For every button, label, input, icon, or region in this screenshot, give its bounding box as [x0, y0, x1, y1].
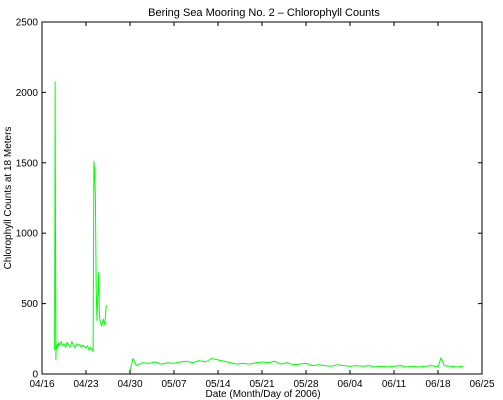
- y-tick-label: 0: [32, 370, 38, 381]
- y-axis: 0 500 1000 1500 2000 2500: [16, 18, 482, 381]
- x-tick-label: 06/11: [382, 379, 407, 390]
- x-tick-label: 04/16: [29, 379, 54, 390]
- y-tick-label: 2000: [16, 88, 39, 99]
- y-tick-label: 2500: [16, 18, 39, 29]
- y-tick-label: 500: [21, 299, 38, 310]
- x-tick-label: 04/23: [73, 379, 98, 390]
- chart-title: Bering Sea Mooring No. 2 – Chlorophyll C…: [148, 7, 380, 19]
- x-axis-label: Date (Month/Day of 2006): [205, 389, 320, 400]
- x-tick-label: 05/28: [293, 379, 318, 390]
- y-axis-label: Chlorophyll Counts at 18 Meters: [3, 127, 14, 270]
- x-tick-label: 05/07: [161, 379, 186, 390]
- x-tick-label: 05/21: [249, 379, 274, 390]
- x-axis: 04/16 04/23 04/30 05/07 05/14 05/21 05/28 06/04…: [29, 22, 495, 390]
- y-tick-label: 1500: [16, 158, 39, 169]
- x-tick-label: 06/04: [337, 379, 362, 390]
- x-tick-label: 05/14: [205, 379, 230, 390]
- x-tick-label: 06/25: [469, 379, 494, 390]
- x-tick-label: 06/18: [425, 379, 450, 390]
- y-tick-label: 1000: [16, 229, 39, 240]
- x-tick-label: 04/30: [117, 379, 142, 390]
- data-layer: [54, 81, 464, 372]
- series-line-segment-2: [129, 357, 464, 372]
- series-line-segment-1: [54, 81, 107, 361]
